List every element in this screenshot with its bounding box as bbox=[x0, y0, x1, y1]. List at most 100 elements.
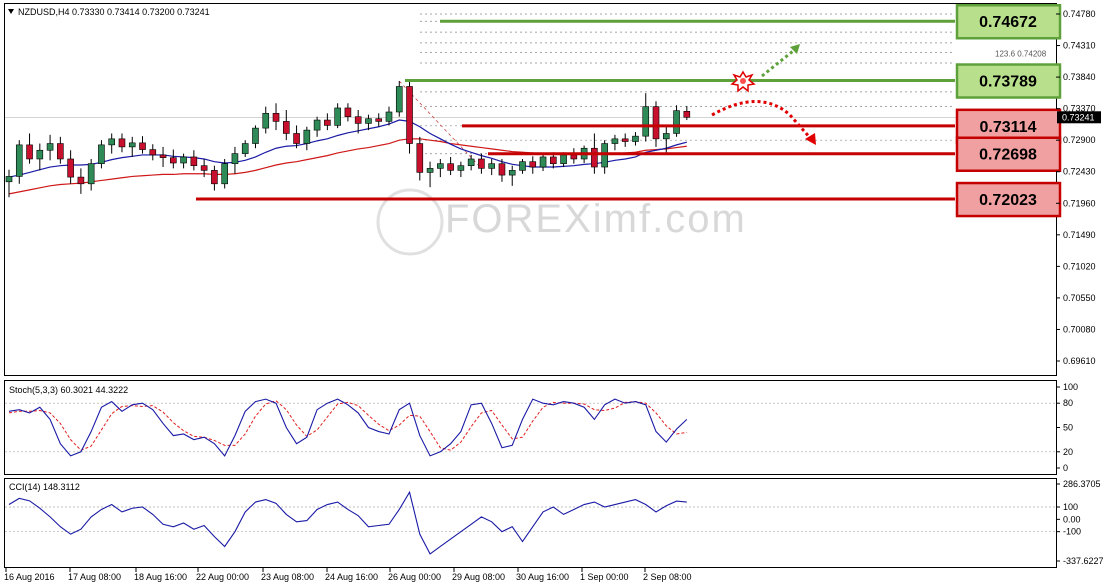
time-tick-label: 29 Aug 08:00 bbox=[452, 572, 505, 582]
candle-body bbox=[211, 170, 218, 185]
level-lines bbox=[196, 19, 955, 201]
candle-body bbox=[611, 138, 619, 144]
candle-body bbox=[190, 156, 198, 166]
candle-body bbox=[108, 138, 115, 146]
candle-body bbox=[252, 127, 259, 144]
candle-body bbox=[159, 154, 167, 158]
price-tick-label: 0.73370 bbox=[1063, 104, 1096, 114]
level-label: 0.72698 bbox=[979, 147, 1037, 164]
level-label: 0.73114 bbox=[980, 119, 1037, 136]
stoch-tick-label: 20 bbox=[1063, 447, 1073, 457]
fib-trend-line bbox=[398, 80, 482, 169]
level-box bbox=[955, 181, 1062, 218]
candle-body bbox=[46, 143, 54, 151]
candle-body bbox=[365, 118, 372, 124]
candle-body bbox=[98, 144, 105, 164]
candle-body bbox=[354, 116, 362, 124]
candle-body bbox=[139, 142, 146, 150]
candle-body bbox=[508, 170, 516, 176]
candle-body bbox=[550, 156, 557, 164]
candle-body bbox=[231, 153, 239, 164]
price-panel-frame bbox=[4, 3, 1057, 376]
candle-body bbox=[426, 168, 434, 173]
ma-fast-line bbox=[8, 119, 687, 178]
cci-line bbox=[8, 490, 687, 555]
price-tick-label: 0.74310 bbox=[1063, 41, 1096, 51]
level-box bbox=[955, 136, 1062, 172]
candle-body bbox=[293, 133, 300, 144]
candle-body bbox=[262, 113, 270, 129]
time-tick-label: 1 Sep 00:00 bbox=[580, 572, 629, 582]
bullish-arrow bbox=[761, 45, 799, 78]
candle-body bbox=[478, 158, 485, 169]
symbol-dropdown-icon[interactable] bbox=[8, 9, 14, 14]
cci-panel-frame bbox=[4, 478, 1057, 568]
candle-body bbox=[498, 163, 506, 176]
price-tick-label: 0.71490 bbox=[1063, 230, 1096, 240]
candle-body bbox=[67, 158, 74, 178]
cci-tick-label: -100 bbox=[1063, 527, 1081, 537]
cci-tick-label: 0.00 bbox=[1063, 514, 1081, 524]
candle-body bbox=[118, 138, 126, 148]
candle-body bbox=[683, 111, 691, 118]
fib-label: 123.6 0.74208 bbox=[995, 49, 1047, 58]
candle-body bbox=[241, 143, 249, 154]
candle-body bbox=[539, 156, 547, 168]
candle-body bbox=[149, 149, 157, 156]
price-tick-label: 0.70080 bbox=[1063, 324, 1096, 334]
candle-body bbox=[180, 156, 187, 164]
stoch-tick-label: 100 bbox=[1063, 382, 1078, 392]
time-tick-label: 22 Aug 00:00 bbox=[196, 572, 249, 582]
stoch-main-line bbox=[8, 398, 688, 457]
time-tick-label: 2 Sep 08:00 bbox=[643, 572, 692, 582]
price-tick-label: 0.74780 bbox=[1063, 9, 1096, 19]
candle-body bbox=[591, 147, 598, 168]
stoch-panel-frame bbox=[4, 380, 1057, 475]
time-tick-label: 16 Aug 2016 bbox=[4, 572, 55, 582]
candle-body bbox=[632, 135, 639, 142]
price-tick-label: 0.69610 bbox=[1063, 356, 1096, 366]
candle-body bbox=[642, 106, 650, 137]
level-label: 0.74672 bbox=[979, 14, 1037, 31]
time-tick-label: 23 Aug 08:00 bbox=[261, 572, 314, 582]
candle-body bbox=[529, 161, 537, 168]
candle-body bbox=[36, 149, 44, 160]
candle-body bbox=[282, 121, 290, 134]
candle-body bbox=[652, 106, 660, 140]
stoch-tick-label: 50 bbox=[1063, 423, 1073, 433]
candle-body bbox=[5, 176, 13, 183]
current-price-box bbox=[1057, 111, 1101, 124]
level-label: 0.73789 bbox=[979, 74, 1037, 91]
candle-body bbox=[200, 165, 208, 171]
candle-body bbox=[87, 163, 95, 185]
candle-body bbox=[313, 119, 321, 131]
candle-body bbox=[621, 138, 629, 142]
candle-body bbox=[128, 142, 136, 148]
time-tick-label: 26 Aug 00:00 bbox=[388, 572, 441, 582]
level-box bbox=[955, 3, 1062, 40]
level-label: 0.72023 bbox=[979, 192, 1037, 209]
candle-body bbox=[324, 119, 331, 126]
stoch-panel: 100 80 50 20 0 bbox=[5, 382, 1078, 473]
candle-body bbox=[334, 107, 341, 126]
candle-body bbox=[673, 110, 680, 134]
candle-body bbox=[467, 158, 475, 166]
candle-body bbox=[601, 143, 608, 168]
candle-body bbox=[303, 129, 311, 144]
watermark: FOREXimf.com bbox=[376, 188, 745, 256]
candle-body bbox=[344, 107, 352, 117]
candle-body bbox=[395, 86, 403, 113]
candle-body bbox=[488, 163, 495, 169]
candle-body bbox=[385, 111, 393, 122]
candle-body bbox=[406, 86, 413, 144]
breakout-burst-core-icon bbox=[740, 78, 746, 84]
time-tick-label: 18 Aug 16:00 bbox=[134, 572, 187, 582]
price-tick-label: 0.71020 bbox=[1063, 261, 1096, 271]
cci-panel: 286.3705 100 0.00 -100 -337.6227 bbox=[5, 479, 1103, 566]
candle-body bbox=[77, 176, 85, 185]
price-tick-label: 0.72430 bbox=[1063, 167, 1096, 177]
candle-body bbox=[560, 154, 567, 164]
stoch-tick-label: 0 bbox=[1063, 463, 1068, 473]
candle-body bbox=[375, 118, 383, 122]
